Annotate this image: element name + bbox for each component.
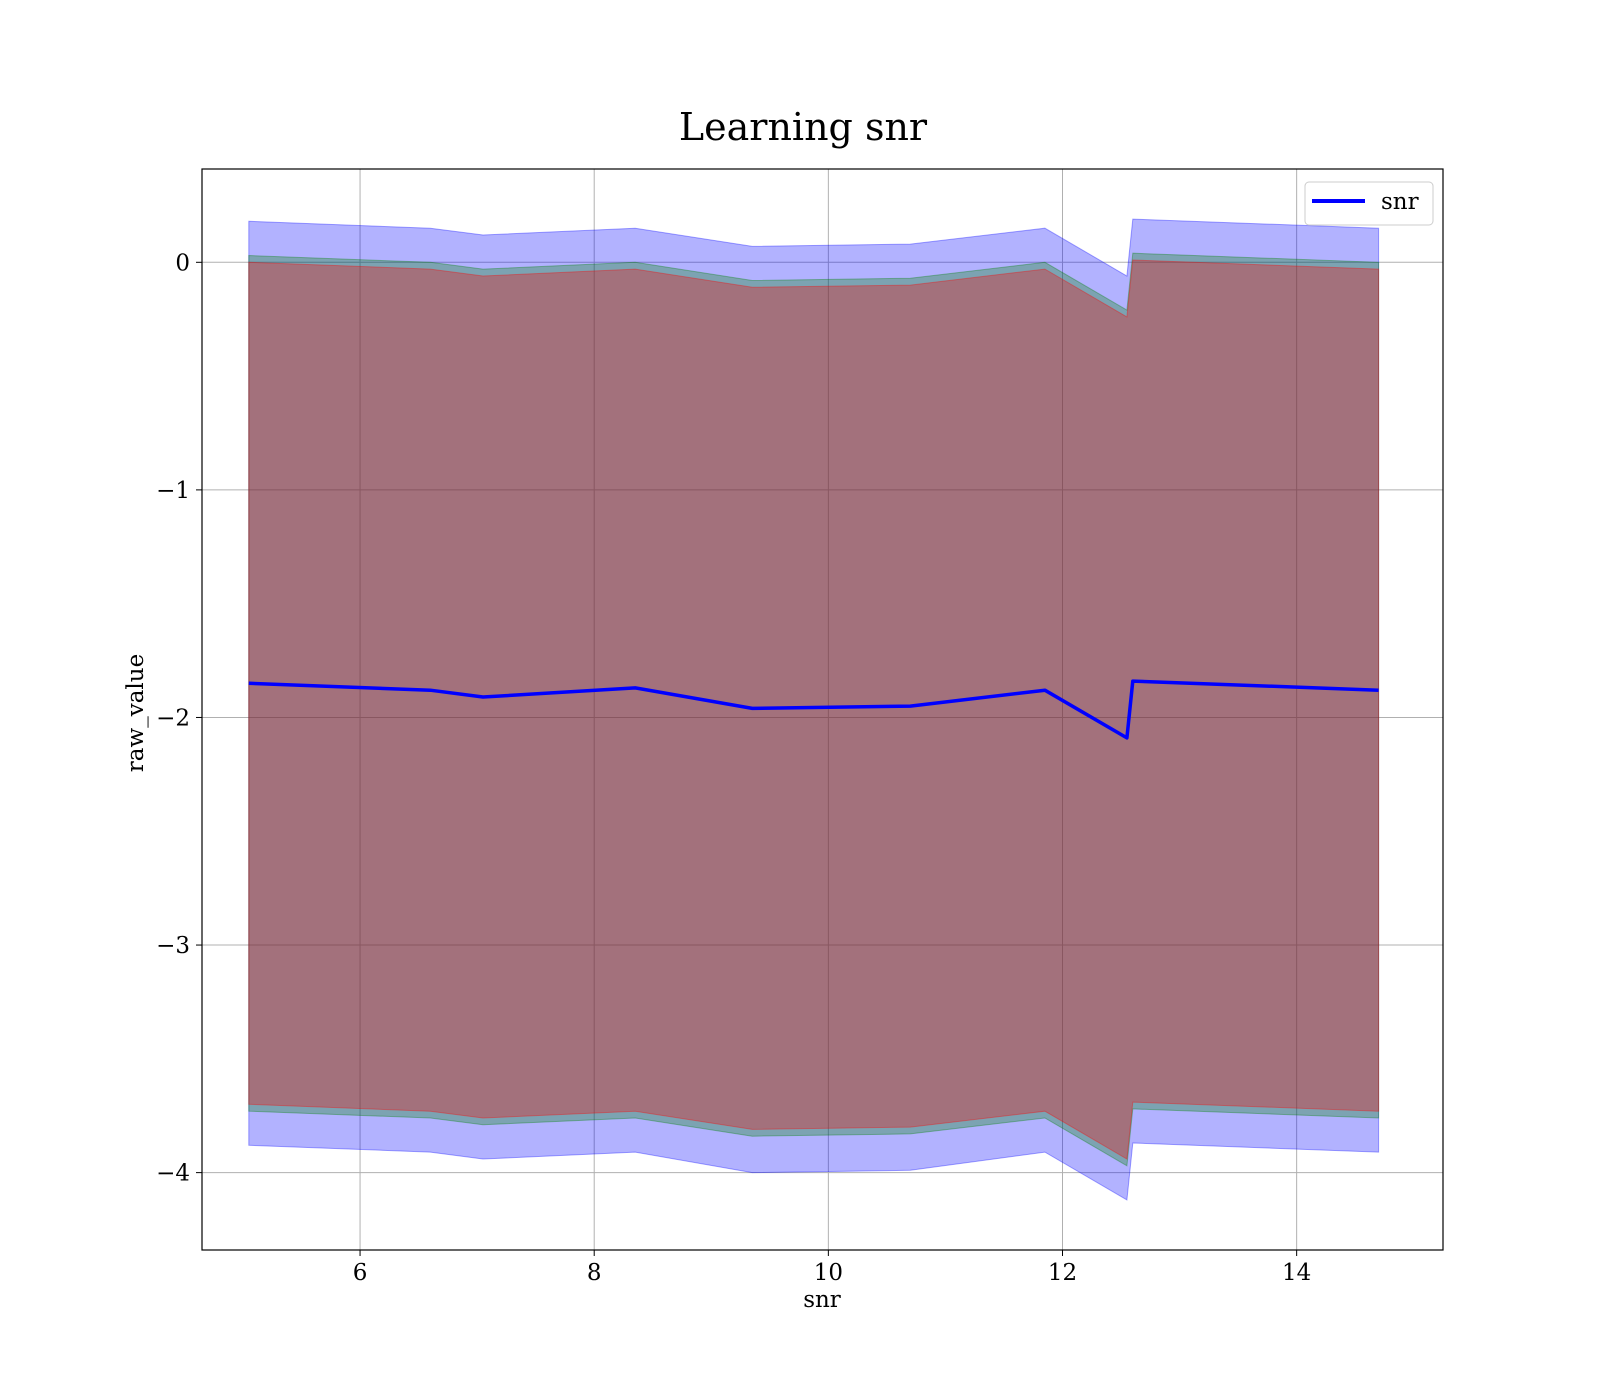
x-tick-label: 10	[814, 1260, 843, 1286]
confidence-bands	[248, 218, 1380, 1201]
x-tick-label: 6	[353, 1260, 368, 1286]
x-axis-label: snr	[803, 1287, 841, 1313]
confidence-band	[248, 218, 1380, 1201]
confidence-band	[248, 259, 1380, 1160]
x-tick-label: 14	[1282, 1260, 1311, 1286]
series-lines	[248, 679, 1379, 740]
legend-label: snr	[1381, 189, 1419, 215]
axis-ticks: 6 8 10 12 14 0 −1 −2 −3 −4	[156, 250, 1311, 1286]
chart-title: Learning snr	[679, 105, 928, 149]
y-tick-label: −2	[156, 705, 190, 731]
y-tick-label: −1	[156, 478, 190, 504]
x-tick-label: 12	[1048, 1260, 1077, 1286]
legend: snr	[1304, 181, 1434, 226]
y-tick-label: 0	[175, 250, 190, 276]
grid	[202, 169, 1443, 1250]
y-tick-label: −3	[156, 933, 190, 959]
series-line-snr	[248, 679, 1379, 740]
plot-frame	[201, 168, 1444, 1251]
y-tick-label: −4	[156, 1161, 190, 1187]
legend-box	[1304, 181, 1434, 226]
y-axis-label: raw_value	[123, 654, 149, 772]
x-tick-label: 8	[587, 1260, 602, 1286]
confidence-band	[248, 252, 1380, 1167]
